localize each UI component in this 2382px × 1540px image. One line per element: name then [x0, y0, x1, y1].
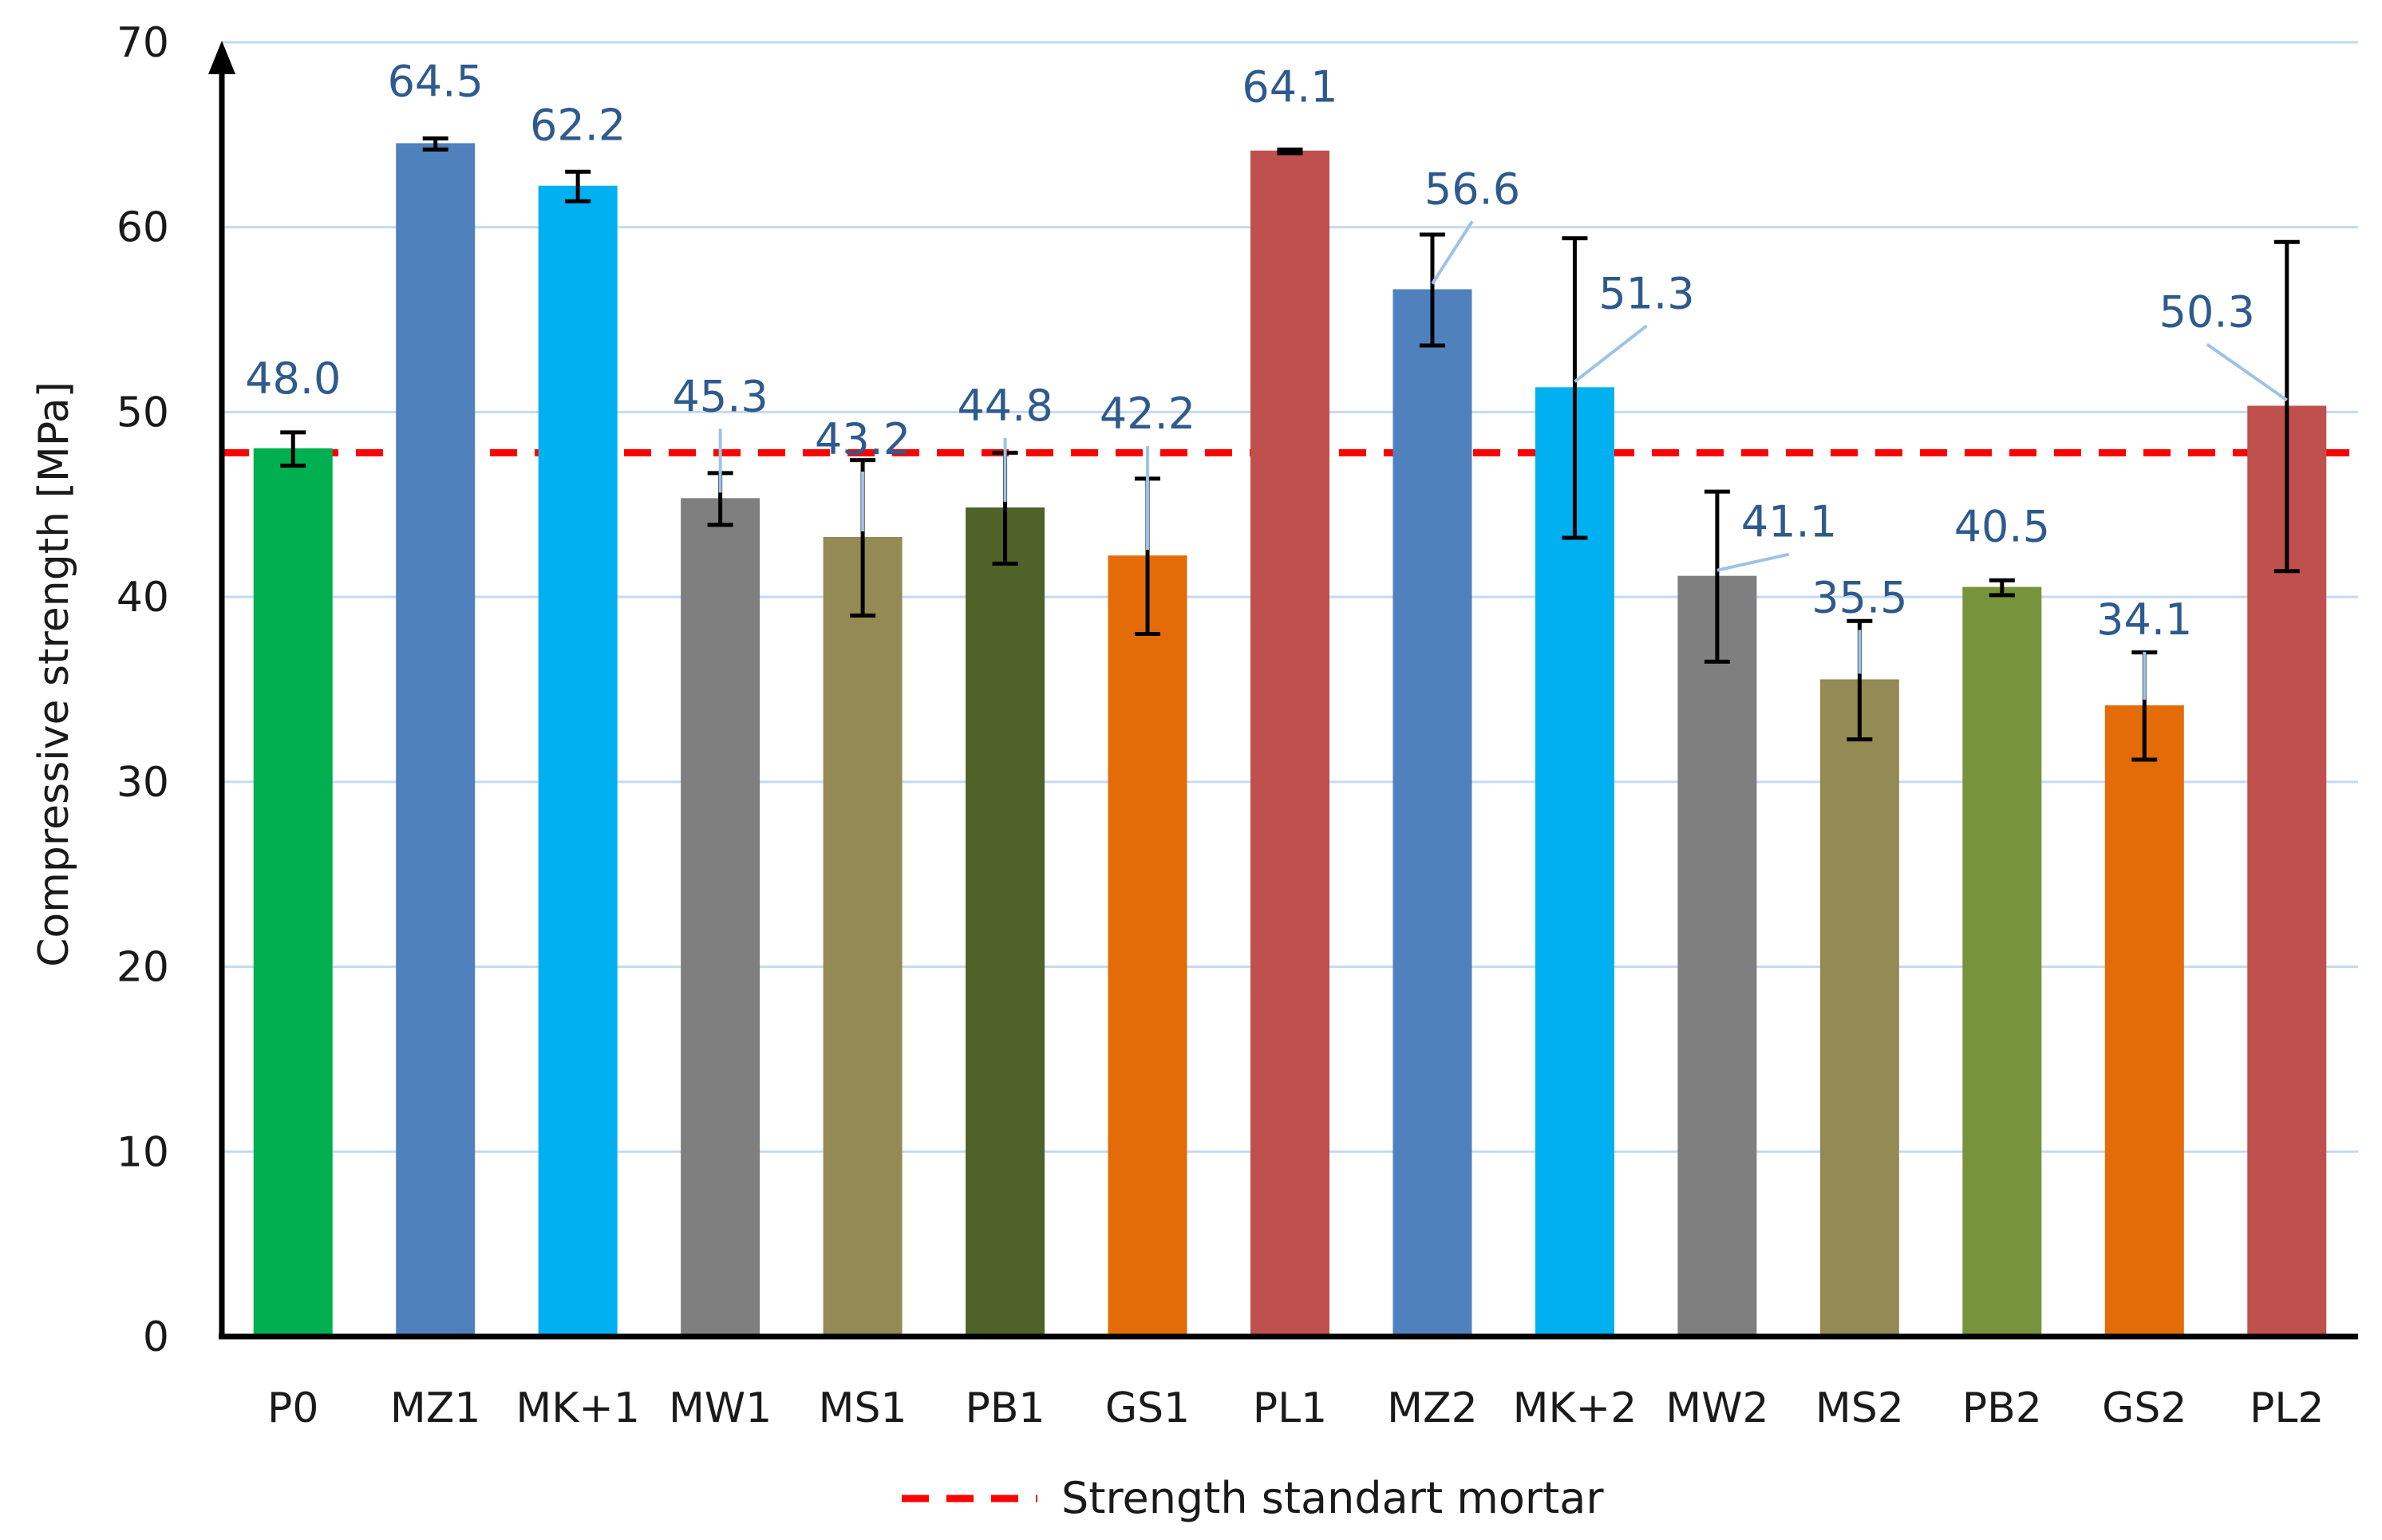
x-tick-label-MS1: MS1: [819, 1384, 907, 1432]
bar-MK+1: [538, 185, 618, 1337]
data-label-GS2: 34.1: [2096, 594, 2192, 645]
bars: [253, 143, 2327, 1338]
bar-P0: [253, 448, 333, 1337]
bar-GS1: [1108, 555, 1187, 1337]
x-tick-label-PB1: PB1: [966, 1384, 1045, 1432]
legend-label: Strength standart mortar: [1061, 1473, 1604, 1523]
bar-PB1: [966, 507, 1045, 1337]
x-tick-label-MK+1: MK+1: [516, 1384, 640, 1432]
axes: [208, 41, 2358, 1340]
y-tick-label-50: 50: [117, 389, 169, 436]
x-tick-label-MS2: MS2: [1815, 1384, 1904, 1432]
y-tick-label-40: 40: [117, 574, 169, 622]
x-tick-label-PL2: PL2: [2250, 1384, 2324, 1432]
data-label-MW1: 45.3: [673, 371, 768, 421]
x-tick-label-MZ2: MZ2: [1387, 1384, 1478, 1432]
data-label-MS1: 43.2: [815, 414, 911, 464]
bar-MS1: [823, 536, 903, 1337]
x-tick-label-MZ1: MZ1: [390, 1384, 481, 1432]
bar-MW1: [681, 498, 760, 1338]
x-tick-label-GS1: GS1: [1105, 1384, 1190, 1432]
data-label-MS2: 35.5: [1811, 572, 1907, 622]
y-tick-label-60: 60: [117, 204, 169, 252]
bar-MZ1: [396, 143, 476, 1337]
data-label-PB1: 44.8: [957, 381, 1053, 431]
y-tick-label-0: 0: [143, 1313, 169, 1361]
leader-line-MW2: [1716, 552, 1790, 572]
y-tick-label-10: 10: [117, 1128, 169, 1176]
x-tick-label-PB2: PB2: [1962, 1384, 2042, 1432]
tick-labels: 0 10 20 30 40 50 60 70 P0 MZ1 MK+1 MW1 MS1 PB1 GS1 PL1 M…: [117, 19, 2325, 1432]
bar-PB2: [1962, 586, 2042, 1337]
bar-MZ2: [1392, 289, 1472, 1337]
leader-line-MZ2: [1431, 220, 1474, 285]
data-label-P0: 48.0: [245, 353, 341, 404]
bar-MW2: [1677, 575, 1757, 1337]
bar-GS2: [2104, 705, 2184, 1337]
data-label-PL2: 50.3: [2159, 286, 2255, 337]
y-axis-title: Compressive strength [MPa]: [30, 381, 78, 967]
data-label-GS1: 42.2: [1100, 389, 1195, 439]
x-tick-label-PL1: PL1: [1253, 1384, 1327, 1432]
bar-PL1: [1250, 150, 1329, 1337]
y-tick-label-20: 20: [117, 944, 169, 992]
x-tick-label-MK+2: MK+2: [1513, 1384, 1637, 1432]
x-tick-label-MW1: MW1: [669, 1384, 772, 1432]
data-label-MZ2: 56.6: [1424, 164, 1520, 214]
y-tick-label-70: 70: [117, 19, 169, 67]
data-label-MK+2: 51.3: [1598, 268, 1694, 318]
data-labels: 48.0 64.5 62.2 45.3 43.2 44.8 42.2 64.1 56.6 51.3…: [245, 56, 2255, 644]
data-label-MZ1: 64.5: [388, 56, 484, 106]
data-label-MK+1: 62.2: [530, 101, 626, 151]
y-axis-arrowhead: [208, 41, 235, 74]
x-tick-label-MW2: MW2: [1665, 1384, 1768, 1432]
data-label-MW2: 41.1: [1741, 497, 1837, 547]
label-leader-lines: [718, 220, 2288, 700]
data-label-PB2: 40.5: [1954, 502, 2050, 552]
x-tick-label-GS2: GS2: [2102, 1384, 2186, 1432]
leader-line-MK+2: [1574, 324, 1648, 383]
bar-MS2: [1819, 679, 1899, 1337]
x-tick-label-P0: P0: [267, 1384, 318, 1432]
legend: Strength standart mortar: [902, 1473, 1604, 1523]
y-tick-label-30: 30: [117, 759, 169, 807]
data-label-PL1: 64.1: [1242, 62, 1337, 113]
error-bars: [280, 136, 2300, 762]
leader-line-PL2: [2206, 342, 2288, 402]
